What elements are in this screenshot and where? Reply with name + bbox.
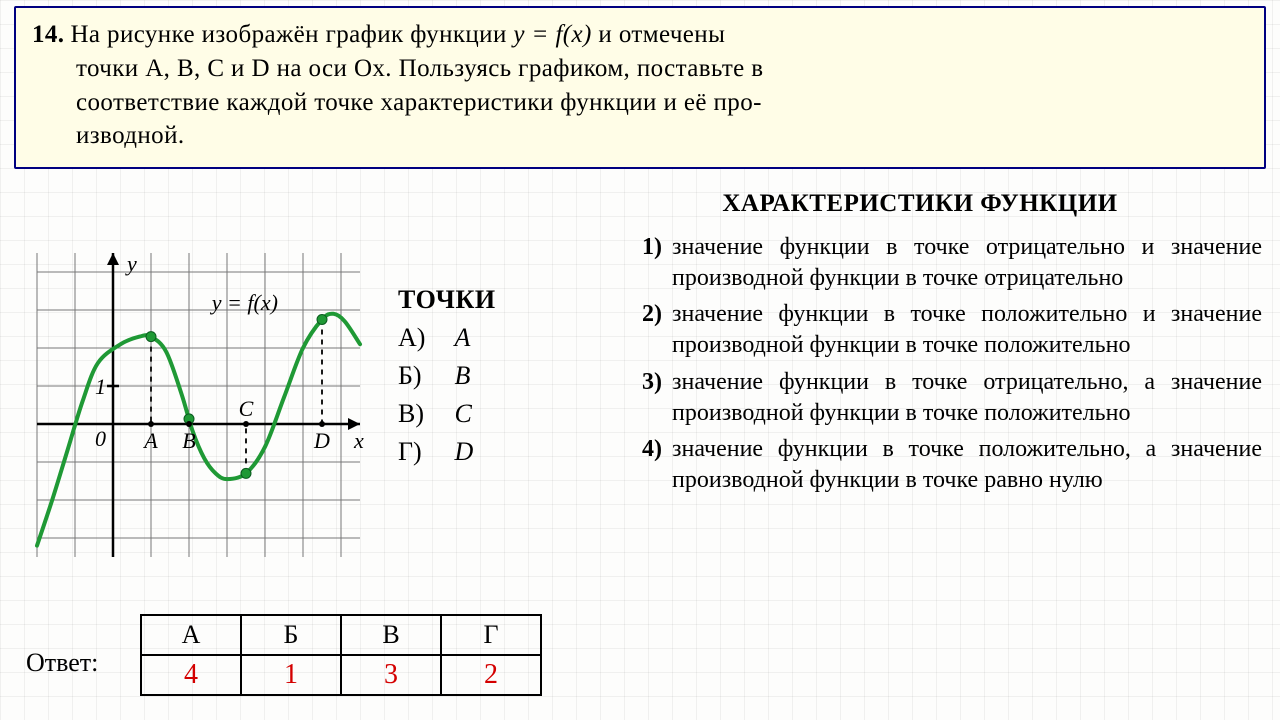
points-list: ТОЧКИ А) A Б) B В) C Г) D [398, 285, 496, 475]
characteristic-text: значение функции в точке отрица­тельно и… [672, 232, 1262, 293]
characteristics-title: ХАРАКТЕРИСТИКИ ФУНКЦИИ [600, 190, 1240, 218]
point-value: C [455, 399, 472, 428]
problem-number: 14. [32, 21, 64, 48]
answer-header: Б [241, 615, 341, 655]
problem-statement: 14.На рисунке изображён график функции y… [14, 6, 1266, 169]
point-row: А) A [398, 323, 496, 353]
answer-cell: 2 [441, 655, 541, 695]
problem-line1-prefix: На рисунке изображён график функции [70, 21, 513, 48]
table-row: 4 1 3 2 [141, 655, 541, 695]
svg-text:D: D [313, 428, 330, 453]
characteristic-item: 3) значение функции в точке отрица­тельн… [618, 367, 1262, 428]
characteristic-item: 4) значение функции в точке положи­тельн… [618, 434, 1262, 495]
characteristic-text: значение функции в точке положи­тельно, … [672, 434, 1262, 495]
answer-label: Ответ: [26, 648, 98, 678]
characteristics-list: 1) значение функции в точке отрица­тельн… [618, 232, 1262, 502]
problem-line4: изводной. [32, 119, 1248, 153]
characteristic-index: 3) [618, 367, 672, 428]
characteristic-index: 1) [618, 232, 672, 293]
point-letter: Г) [398, 437, 448, 467]
svg-text:0: 0 [95, 426, 106, 451]
points-title: ТОЧКИ [398, 285, 496, 315]
svg-text:A: A [142, 428, 158, 453]
point-row: Г) D [398, 437, 496, 467]
point-letter: Б) [398, 361, 448, 391]
svg-text:C: C [239, 396, 254, 421]
problem-line1-suffix: и отмечены [592, 21, 726, 48]
point-value: A [455, 323, 471, 352]
point-letter: В) [398, 399, 448, 429]
problem-line3: соответствие каждой точке характеристики… [32, 86, 1248, 120]
answer-cell: 3 [341, 655, 441, 695]
point-letter: А) [398, 323, 448, 353]
svg-text:B: B [182, 428, 195, 453]
answer-cell: 1 [241, 655, 341, 695]
point-row: В) C [398, 399, 496, 429]
function-graph: AB C Dy x 0 1 y = f(x) [18, 200, 388, 588]
point-row: Б) B [398, 361, 496, 391]
characteristic-index: 2) [618, 299, 672, 360]
answer-header: Г [441, 615, 541, 655]
problem-line2: точки A, B, C и D на оси Ox. Пользуясь г… [32, 52, 1248, 86]
svg-text:1: 1 [95, 374, 106, 399]
characteristic-item: 2) значение функции в точке положи­тельн… [618, 299, 1262, 360]
svg-text:x: x [353, 428, 364, 453]
characteristic-text: значение функции в точке положи­тельно и… [672, 299, 1262, 360]
characteristic-item: 1) значение функции в точке отрица­тельн… [618, 232, 1262, 293]
svg-text:y = f(x): y = f(x) [210, 290, 278, 315]
point-value: D [455, 437, 474, 466]
page: 14.На рисунке изображён график функции y… [0, 0, 1280, 720]
characteristic-text: значение функции в точке отрица­тельно, … [672, 367, 1262, 428]
point-value: B [455, 361, 471, 390]
problem-eq: y = f(x) [513, 21, 591, 48]
svg-text:y: y [125, 251, 137, 276]
answer-header: В [341, 615, 441, 655]
answer-header: А [141, 615, 241, 655]
answer-table: А Б В Г 4 1 3 2 [140, 614, 542, 696]
table-row: А Б В Г [141, 615, 541, 655]
answer-cell: 4 [141, 655, 241, 695]
characteristic-index: 4) [618, 434, 672, 495]
